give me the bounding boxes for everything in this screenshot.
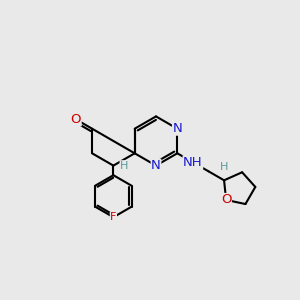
Text: NH: NH xyxy=(183,156,203,169)
Text: F: F xyxy=(110,212,117,222)
Text: N: N xyxy=(172,122,182,135)
Text: N: N xyxy=(151,159,161,172)
Text: O: O xyxy=(221,194,231,206)
Text: H: H xyxy=(220,162,228,172)
Text: O: O xyxy=(71,113,81,126)
Text: H: H xyxy=(120,160,128,171)
